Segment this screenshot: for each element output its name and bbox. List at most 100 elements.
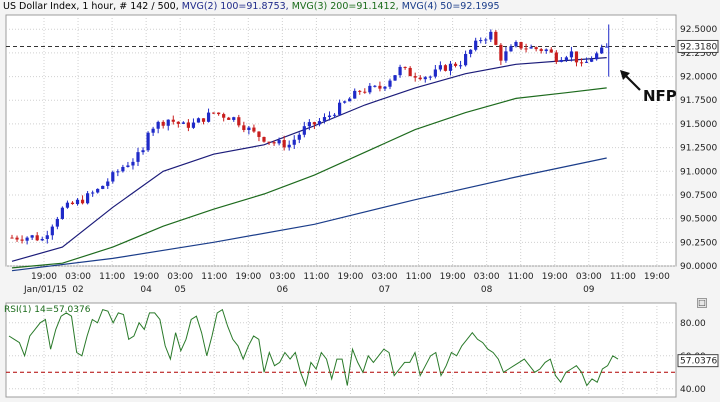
candle-body	[343, 101, 347, 103]
time-tick-label: 03:00	[269, 272, 295, 282]
date-tick-label: 08	[481, 285, 493, 295]
maximize-rsi-icon[interactable]: □	[697, 298, 707, 308]
candle-body	[398, 66, 402, 76]
candle-body	[423, 77, 427, 80]
time-tick-label: 11:00	[406, 272, 432, 282]
candle-body	[217, 112, 221, 115]
price-tick-label: 90.7500	[680, 191, 717, 201]
candle-body	[373, 85, 377, 87]
rsi-line	[8, 308, 619, 388]
candle-body	[212, 112, 216, 114]
time-tick-label: 03:00	[372, 272, 398, 282]
candle-body	[25, 237, 29, 241]
candle-body	[45, 235, 49, 239]
candle-body	[413, 76, 417, 78]
date-tick-label: 09	[583, 285, 595, 295]
candle-body	[96, 188, 100, 193]
candle-body	[302, 126, 306, 135]
candle-body	[332, 114, 337, 116]
symbol-label: US Dollar Index	[3, 1, 77, 12]
ma50-legend: MVG(4) 50=92.1995	[401, 1, 500, 12]
candle-body	[504, 51, 508, 61]
candle-body	[509, 46, 513, 52]
rsi-plot-area	[5, 302, 677, 398]
chart-details: , 1 hour, # 142 / 500,	[76, 1, 179, 12]
candle-body	[433, 69, 437, 77]
price-tick-label: 92.5000	[680, 25, 717, 35]
chart-header: US Dollar Index, 1 hour, # 142 / 500, MV…	[0, 0, 720, 14]
candle-body	[267, 141, 271, 143]
candle-body	[10, 237, 14, 239]
candle-body	[327, 115, 332, 118]
candle-body	[600, 47, 604, 54]
candle-body	[348, 98, 352, 102]
time-tick-label: 11:00	[610, 272, 636, 282]
time-tick-label: 03:00	[474, 272, 500, 282]
price-plot-area	[5, 14, 677, 267]
candle-body	[176, 121, 180, 124]
candle-body	[272, 142, 276, 144]
price-tick-label: 90.5000	[680, 215, 717, 225]
candle-body	[559, 59, 563, 62]
candle-body	[151, 128, 155, 133]
time-tick-label: 11:00	[201, 272, 227, 282]
candle-body	[91, 192, 95, 194]
candle-body	[146, 132, 150, 151]
candle-body	[196, 118, 201, 123]
candle-body	[186, 122, 190, 128]
last-price-box	[677, 39, 719, 53]
candle-body	[317, 121, 322, 125]
candle-body	[116, 171, 120, 173]
candle-body	[388, 80, 392, 87]
candle-body	[408, 67, 412, 77]
ma100-legend: MVG(2) 100=91.8753,	[181, 1, 289, 12]
candle-body	[222, 114, 226, 118]
candle-body	[519, 41, 523, 49]
candle-body	[484, 39, 488, 41]
candle-body	[443, 65, 448, 71]
candle-body	[166, 119, 170, 126]
price-tick-label: 91.7500	[680, 96, 717, 106]
candle-body	[136, 152, 140, 162]
candle-body	[448, 63, 453, 71]
time-tick-label: 03:00	[65, 272, 91, 282]
candle-body	[237, 117, 241, 126]
candle-body	[161, 121, 165, 126]
candle-body	[534, 47, 538, 50]
candle-body	[121, 166, 125, 172]
date-tick-label: 05	[174, 285, 185, 295]
price-tick-label: 92.2500	[680, 49, 717, 59]
candle-body	[438, 65, 442, 70]
candle-body	[554, 52, 558, 62]
candle-body	[358, 90, 362, 92]
candle-body	[579, 62, 584, 64]
candle-body	[494, 31, 498, 45]
candle-body	[131, 161, 135, 166]
candle-body	[474, 40, 478, 50]
candle-body	[242, 125, 246, 131]
candle-body	[605, 46, 609, 48]
time-tick-label: 19:00	[337, 272, 363, 282]
nfp-arrow-head	[620, 70, 630, 80]
candle-body	[353, 90, 357, 99]
candle-body	[65, 202, 70, 208]
candle-body	[564, 57, 568, 60]
rsi-legend: RSI(1) 14=57.0376	[4, 305, 91, 315]
candle-body	[368, 85, 372, 93]
candle-body	[252, 127, 256, 132]
rsi-tick-label: 80.00	[680, 319, 706, 329]
candle-body	[363, 91, 367, 93]
candle-body	[574, 51, 579, 63]
time-tick-label: 11:00	[99, 272, 125, 282]
price-tick-label: 91.5000	[680, 120, 717, 130]
candle-body	[70, 202, 75, 205]
candle-body	[171, 119, 175, 122]
candle-body	[60, 207, 64, 219]
date-tick-label: 06	[277, 285, 289, 295]
candle-body	[257, 131, 261, 137]
time-tick-label: 19:00	[542, 272, 568, 282]
candle-body	[312, 122, 316, 125]
candle-body	[469, 49, 473, 54]
candle-body	[126, 165, 130, 167]
